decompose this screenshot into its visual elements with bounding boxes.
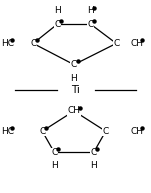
Text: H: H xyxy=(51,162,58,170)
Text: CH: CH xyxy=(131,39,144,48)
Text: H: H xyxy=(54,6,61,15)
Text: CH: CH xyxy=(67,107,80,115)
Text: CH: CH xyxy=(131,127,144,136)
Text: HC: HC xyxy=(1,127,14,136)
Text: C: C xyxy=(113,39,119,48)
Text: C: C xyxy=(54,20,61,29)
Text: H: H xyxy=(90,162,97,170)
Text: C: C xyxy=(71,60,77,69)
Text: Ti: Ti xyxy=(71,85,80,95)
Text: C: C xyxy=(51,148,58,157)
Text: C: C xyxy=(90,148,97,157)
Text: C: C xyxy=(87,20,94,29)
Text: H: H xyxy=(71,74,77,83)
Text: C: C xyxy=(39,127,45,136)
Text: HC: HC xyxy=(1,39,14,48)
Text: H: H xyxy=(87,6,94,15)
Text: C: C xyxy=(103,127,109,136)
Text: C: C xyxy=(30,39,36,48)
